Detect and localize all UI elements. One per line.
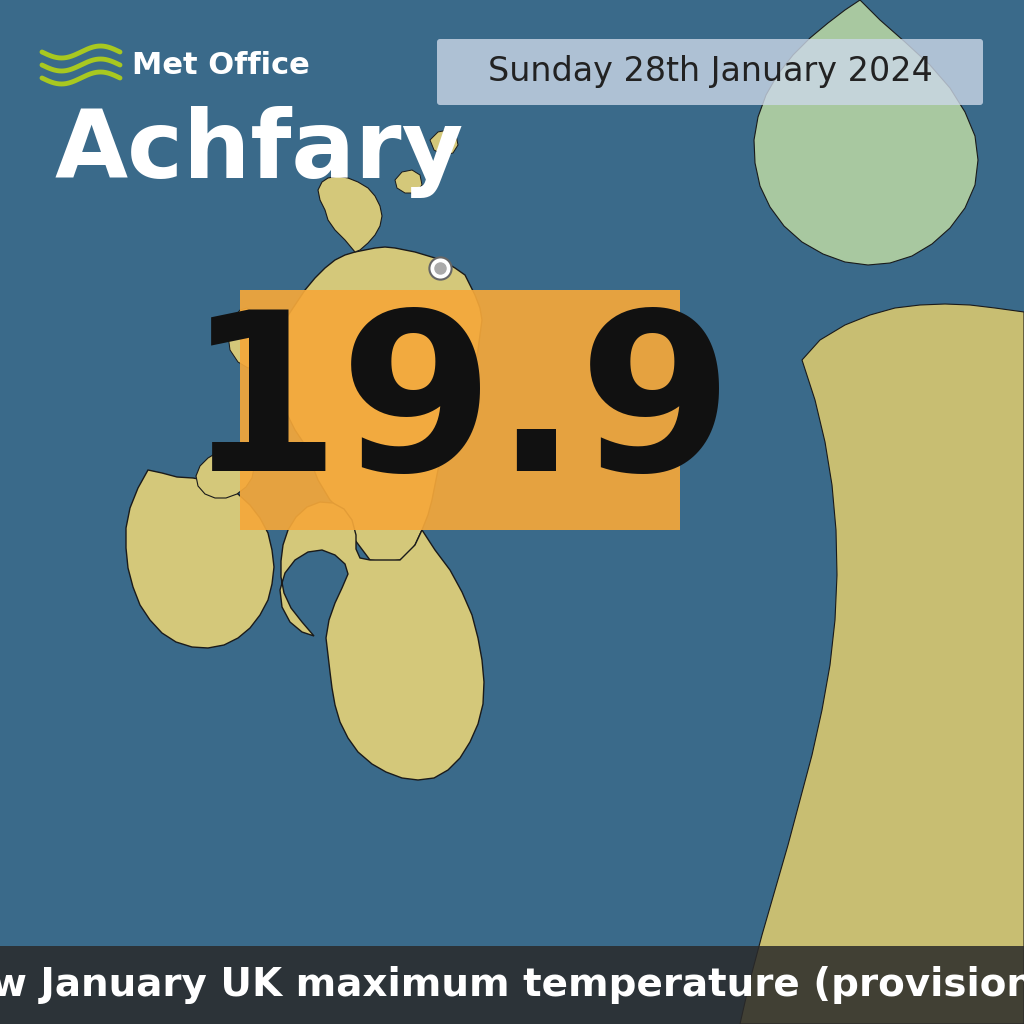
- Text: Sunday 28th January 2024: Sunday 28th January 2024: [487, 55, 933, 88]
- Polygon shape: [754, 0, 978, 265]
- Polygon shape: [196, 449, 254, 498]
- FancyBboxPatch shape: [437, 39, 983, 105]
- Text: 19.9: 19.9: [186, 303, 734, 517]
- Polygon shape: [280, 502, 484, 780]
- Text: New January UK maximum temperature (provisional): New January UK maximum temperature (prov…: [0, 966, 1024, 1004]
- Polygon shape: [268, 247, 482, 562]
- Polygon shape: [740, 304, 1024, 1024]
- Polygon shape: [395, 170, 422, 193]
- Text: Met Office: Met Office: [132, 50, 309, 80]
- FancyBboxPatch shape: [240, 290, 680, 530]
- Polygon shape: [430, 130, 458, 155]
- Polygon shape: [228, 308, 268, 368]
- Polygon shape: [126, 470, 274, 648]
- Polygon shape: [318, 176, 382, 252]
- Bar: [0, 946, 1024, 1024]
- Text: Achfary: Achfary: [55, 106, 464, 198]
